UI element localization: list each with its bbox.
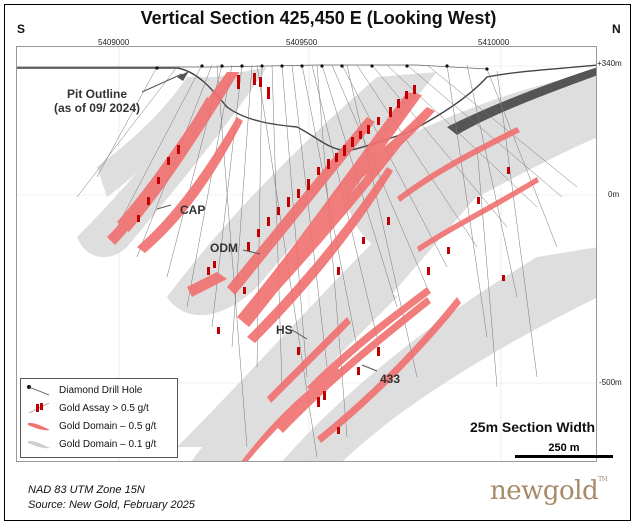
legend-domain-05-label: Gold Domain – 0.5 g/t bbox=[59, 420, 157, 432]
pit-arrowhead bbox=[177, 71, 189, 81]
newgold-logo: newgoldTM bbox=[490, 476, 608, 506]
scale-bar: 250 m bbox=[515, 442, 613, 458]
scale-bar-label: 250 m bbox=[548, 442, 580, 454]
scale-bar-line bbox=[515, 455, 613, 458]
logo-trademark: TM bbox=[598, 476, 608, 483]
legend-gold-assay: Gold Assay > 0.5 g/t bbox=[25, 400, 177, 416]
section-drawing bbox=[17, 47, 596, 461]
gold-domain-05-symbol bbox=[25, 419, 53, 433]
north-label: N bbox=[612, 22, 621, 36]
pit-label-line1: Pit Outline bbox=[67, 87, 127, 101]
legend-domain-01: Gold Domain – 0.1 g/t bbox=[25, 436, 177, 452]
legend-drill-hole: Diamond Drill Hole bbox=[25, 382, 177, 398]
section-width-label: 25m Section Width bbox=[470, 419, 596, 435]
legend-domain-05: Gold Domain – 0.5 g/t bbox=[25, 418, 177, 434]
section-title: Vertical Section 425,450 E (Looking West… bbox=[140, 8, 497, 28]
pit-label-line2: (as of 09/ 2024) bbox=[53, 101, 141, 115]
elevation-tick-bottom: -500m bbox=[599, 378, 622, 387]
zone-label-hs: HS bbox=[276, 323, 293, 337]
zone-label-odm: ODM bbox=[210, 241, 238, 255]
logo-text: newgold bbox=[490, 476, 599, 506]
legend-domain-01-label: Gold Domain – 0.1 g/t bbox=[59, 438, 157, 450]
drill-hole-symbol bbox=[25, 383, 53, 397]
gold-assay-symbol bbox=[25, 401, 53, 415]
legend-gold-assay-label: Gold Assay > 0.5 g/t bbox=[59, 402, 149, 414]
northing-tick-1: 5409000 bbox=[98, 38, 130, 47]
legend-drill-hole-label: Diamond Drill Hole bbox=[59, 384, 143, 396]
zone-label-cap: CAP bbox=[180, 203, 206, 217]
south-label: S bbox=[17, 22, 26, 36]
label-leaders bbox=[141, 73, 378, 372]
pit-outline-label: Pit Outline (as of 09/ 2024) bbox=[42, 87, 152, 115]
footer-projection: NAD 83 UTM Zone 15N bbox=[28, 484, 145, 496]
footer-source: Source: New Gold, February 2025 bbox=[28, 499, 195, 511]
elevation-tick-zero: 0m bbox=[608, 190, 620, 199]
northing-tick-2: 5409500 bbox=[286, 38, 318, 47]
drill-collars bbox=[155, 64, 489, 71]
drill-hole-traces bbox=[76, 64, 578, 458]
zone-label-433: 433 bbox=[380, 372, 401, 386]
elevation-tick-top: +340m bbox=[597, 59, 622, 68]
northing-tick-3: 5410000 bbox=[478, 38, 510, 47]
gold-domain-01-symbol bbox=[25, 437, 53, 451]
figure-frame bbox=[4, 4, 631, 521]
legend: Diamond Drill Hole Gold Assay > 0.5 g/t … bbox=[20, 378, 178, 458]
gold-assay-layer bbox=[137, 73, 510, 434]
